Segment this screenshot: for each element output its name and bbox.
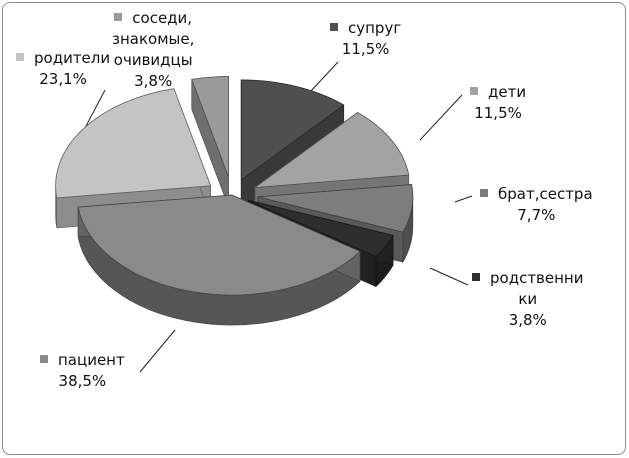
slice-top-brat-sestra [257, 184, 414, 233]
data-label-brat-sestra: брат,сестра 7,7% [480, 184, 593, 226]
data-label-text: родители [16, 48, 110, 69]
data-label-text: ки [472, 289, 584, 310]
legend-key-icon [330, 23, 338, 31]
data-label-text: родственни [472, 268, 584, 289]
data-label-value: 3,8% [508, 311, 547, 329]
data-label-value: 11,5% [474, 104, 522, 122]
legend-key-icon [114, 13, 123, 21]
data-label-name: брат,сестра [498, 185, 593, 203]
slice-patsient [77, 194, 361, 326]
data-label-name: знакомые, [112, 30, 195, 48]
legend-key-icon [40, 355, 48, 363]
leader-line-roditeli [84, 89, 106, 129]
data-label-name: дети [488, 83, 527, 101]
data-label-name: родители [34, 49, 111, 67]
data-label-value: 3,8% [134, 72, 173, 90]
data-label-text: соседи, [112, 8, 194, 29]
data-label-deti: дети 11,5% [470, 82, 526, 124]
leader-line-rodstvenniki [429, 267, 469, 286]
data-label-text: пациент [40, 350, 125, 371]
data-label-text: брат,сестра [480, 184, 593, 205]
data-label-text: дети [470, 82, 526, 103]
leader-line-patsient [139, 329, 176, 373]
data-label-rodstvenniki: родственни ки 3,8% [472, 268, 584, 331]
data-label-value: 38,5% [58, 372, 107, 390]
leader-line-brat-sestra [454, 195, 473, 203]
legend-key-icon [472, 273, 480, 281]
leader-line-supruga [309, 61, 339, 93]
leader-line-deti [419, 94, 463, 141]
slice-top-rodstvenniki [247, 199, 394, 258]
data-label-patsient: пациент 38,5% [40, 350, 125, 392]
slice-top-deti [253, 112, 410, 188]
data-label-text: супруг [330, 18, 401, 39]
legend-key-icon [16, 53, 24, 61]
data-label-name: соседи, [132, 9, 193, 27]
slice-top-supruga [240, 79, 345, 181]
data-label-supruga: супруг 11,5% [330, 18, 401, 60]
data-label-value: 7,7% [517, 206, 556, 224]
data-label-name: пациент [58, 351, 125, 369]
data-label-text: знакомые, [112, 29, 194, 50]
data-label-text: очивидцы [112, 50, 194, 71]
pie-slices [55, 76, 414, 326]
data-label-value: 11,5% [341, 40, 390, 58]
slice-top-roditeli [55, 88, 212, 199]
slice-top-patsient [77, 194, 361, 296]
data-label-name: ки [518, 290, 538, 308]
data-label-name: супруг [348, 19, 402, 37]
data-label-value: 23,1% [39, 70, 87, 88]
data-label-name: родственни [490, 269, 584, 287]
data-label-sosedi: соседи, знакомые, очивидцы 3,8% [112, 8, 194, 92]
data-label-name: очивидцы [113, 51, 193, 69]
slice-sosedi [191, 76, 229, 207]
legend-key-icon [470, 87, 478, 95]
legend-key-icon [480, 189, 488, 197]
data-label-roditeli: родители 23,1% [16, 48, 110, 90]
slice-top-sosedi [191, 76, 229, 177]
